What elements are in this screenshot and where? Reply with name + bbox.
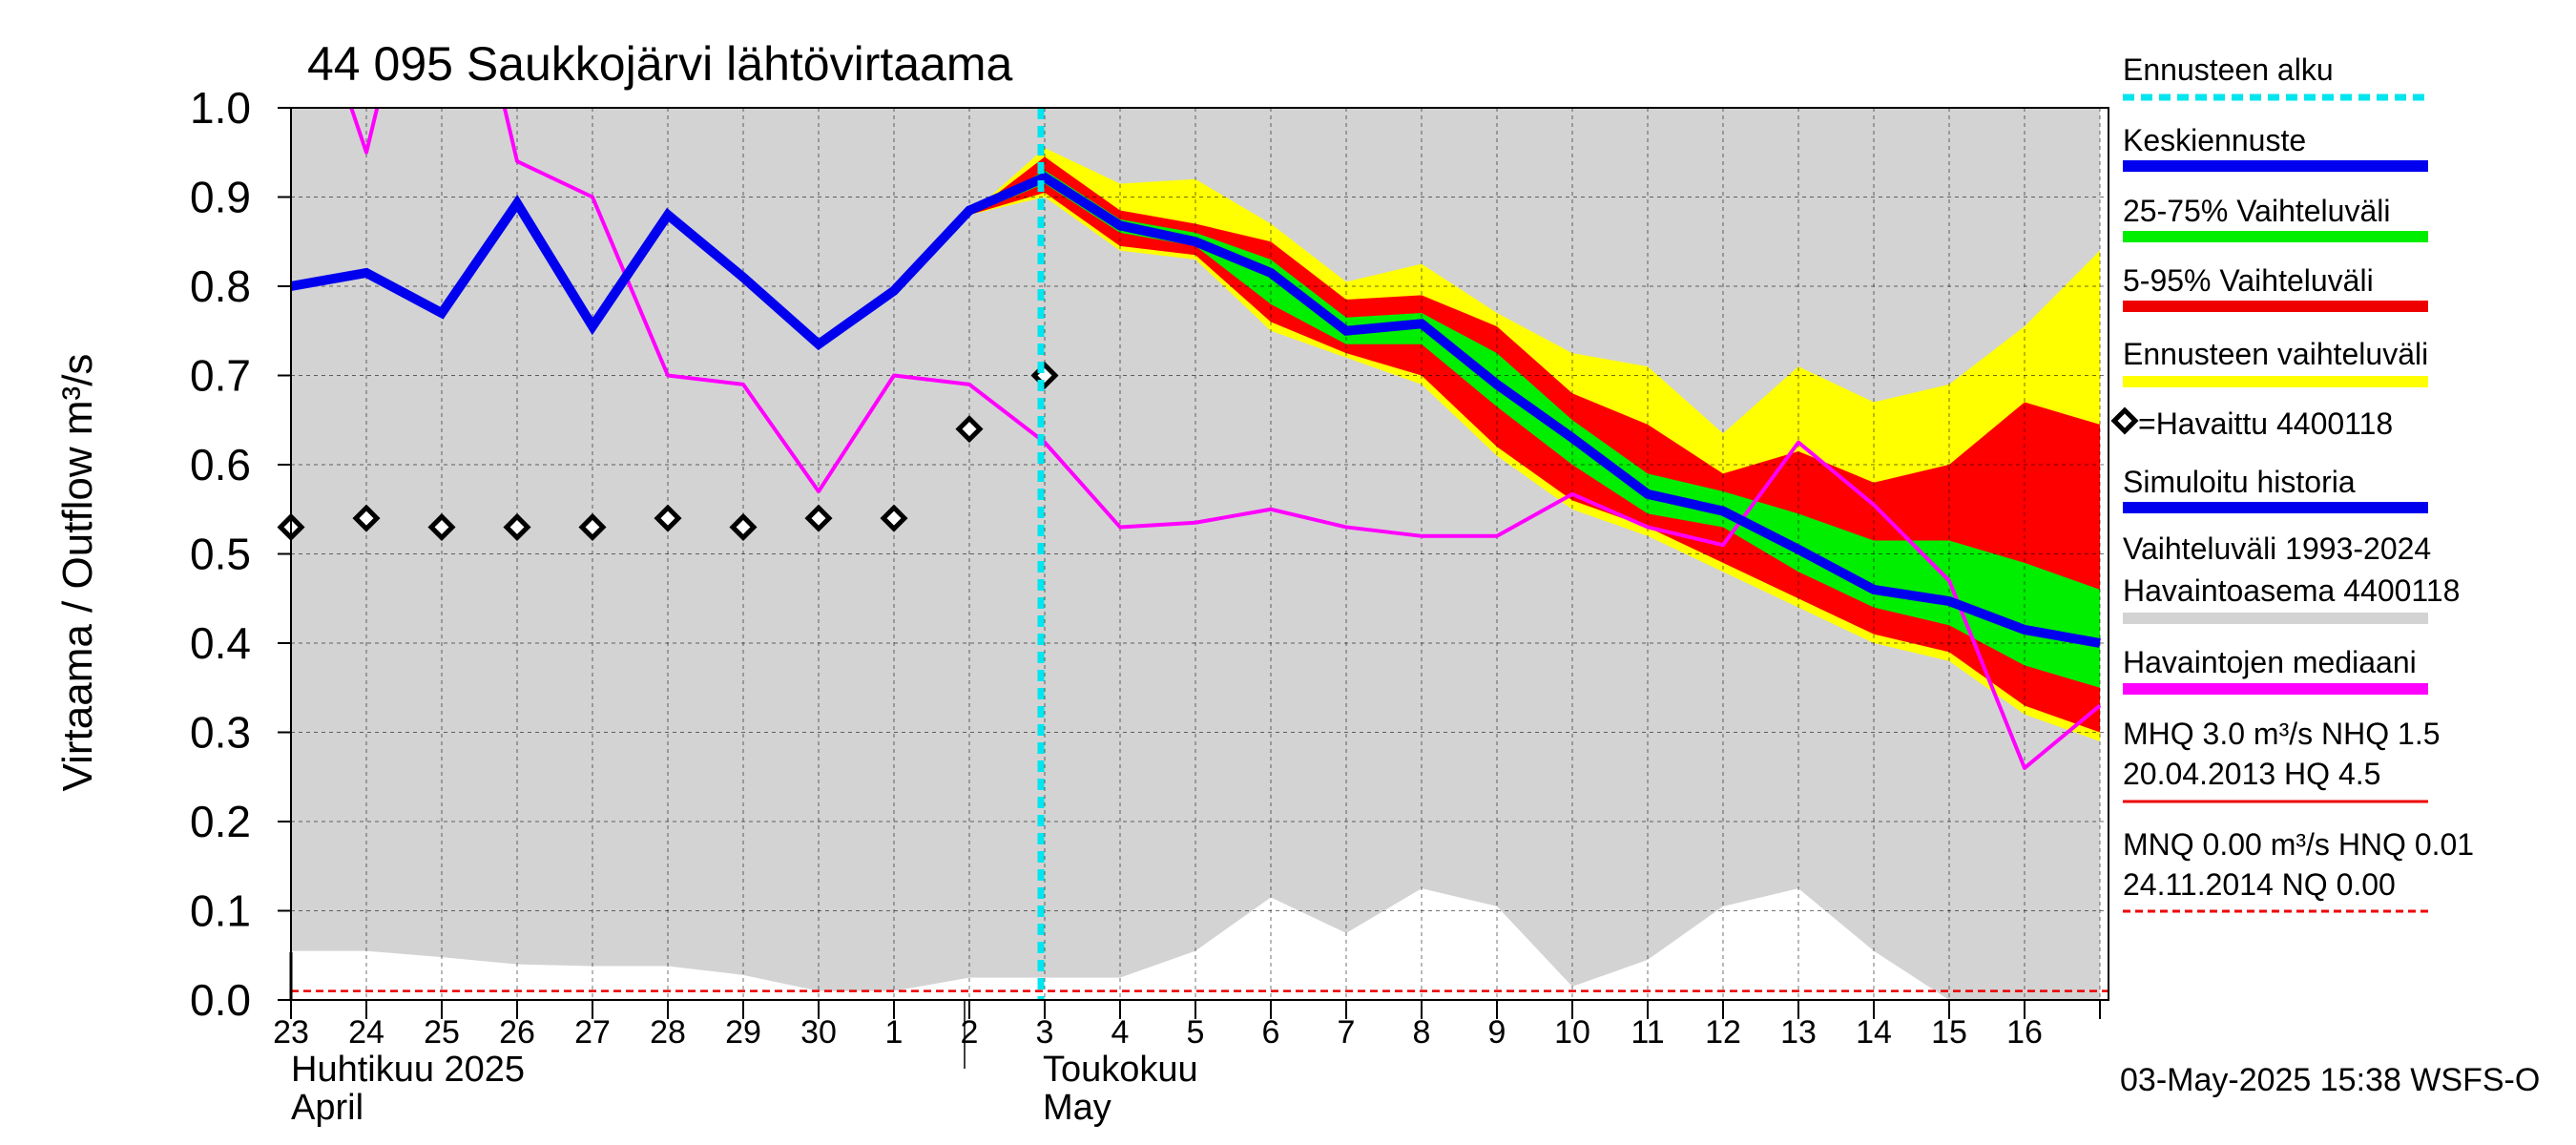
observed-point — [955, 415, 984, 444]
x-tick-label: 2 — [961, 1014, 979, 1051]
legend-label: MHQ 3.0 m³/s NHQ 1.5 — [2123, 717, 2441, 751]
mean-forecast-line — [291, 172, 2101, 648]
legend-label: Ennusteen alku — [2123, 52, 2334, 87]
legend-label: 25-75% Vaihteluväli — [2123, 194, 2390, 228]
observed-point — [729, 512, 758, 541]
x-tick-label: 4 — [1111, 1014, 1130, 1051]
legend-label-line2: Havaintoasema 4400118 — [2123, 573, 2460, 608]
x-tick-label: 1 — [885, 1014, 904, 1051]
y-tick-label: 0.3 — [190, 708, 251, 758]
y-tick-label: 0.0 — [190, 975, 251, 1025]
y-axis-label: Virtaama / Outflow m³/s — [54, 354, 101, 792]
x-tick-label: 5 — [1187, 1014, 1205, 1051]
x-tick-label: 8 — [1413, 1014, 1431, 1051]
y-tick-label: 0.5 — [190, 530, 251, 579]
y-tick-label: 0.8 — [190, 261, 251, 311]
x-tick-label: 24 — [348, 1014, 384, 1051]
y-tick-label: 1.0 — [190, 83, 251, 133]
observed-point — [427, 512, 456, 541]
x-tick-label: 13 — [1780, 1014, 1817, 1051]
x-tick-label: 28 — [650, 1014, 686, 1051]
legend-label: MNQ 0.00 m³/s HNQ 0.01 — [2123, 827, 2474, 862]
y-tick-label: 0.2 — [190, 797, 251, 846]
legend-label: Havaintojen mediaani — [2123, 645, 2417, 679]
x-tick-label: 14 — [1856, 1014, 1892, 1051]
axes: 0.00.10.20.30.40.50.60.70.80.91.023 24 25 2… — [190, 83, 2109, 1051]
chart-title: 44 095 Saukkojärvi lähtövirtaama — [307, 37, 1012, 91]
observed-point — [352, 504, 381, 532]
series-lines — [291, 108, 2102, 770]
median-line — [349, 108, 2102, 770]
x-tick-label: 15 — [1931, 1014, 1967, 1051]
footer-timestamp: 03-May-2025 15:38 WSFS-O — [2120, 1062, 2540, 1098]
month-label-fi: Huhtikuu 2025 — [291, 1050, 525, 1090]
observed-point — [804, 504, 833, 532]
x-tick-label: 23 — [273, 1014, 309, 1051]
x-tick-label: 30 — [800, 1014, 837, 1051]
month-label-en: April — [291, 1088, 364, 1128]
x-tick-label: 27 — [574, 1014, 611, 1051]
x-tick-label: 29 — [725, 1014, 761, 1051]
legend-label: Keskiennuste — [2123, 123, 2306, 157]
x-tick-label: 11 — [1631, 1014, 1664, 1051]
legend-label-line2: 20.04.2013 HQ 4.5 — [2123, 757, 2380, 791]
y-tick-label: 0.6 — [190, 440, 251, 489]
band-5-95-area — [969, 156, 2100, 733]
legend-label: 5-95% Vaihteluväli — [2123, 263, 2374, 298]
x-tick-label: 7 — [1338, 1014, 1356, 1051]
legend-label: =Havaittu 4400118 — [2138, 406, 2393, 441]
x-tick-label: 6 — [1262, 1014, 1280, 1051]
legend-label: Vaihteluväli 1993-2024 — [2123, 531, 2431, 566]
grid-lines — [290, 107, 2109, 1001]
x-tick-label: 16 — [2006, 1014, 2043, 1051]
x-tick-label: 26 — [499, 1014, 535, 1051]
observed-point — [578, 512, 607, 541]
legend-label-line2: 24.11.2014 NQ 0.00 — [2123, 867, 2396, 902]
legend-label: Simuloitu historia — [2123, 465, 2356, 499]
observed-point — [654, 504, 682, 532]
x-tick-label: 25 — [424, 1014, 460, 1051]
legend-label: Ennusteen vaihteluväli — [2123, 337, 2428, 371]
observed-point — [503, 512, 531, 541]
observed-point — [880, 504, 908, 532]
legend: Ennusteen alku Keskiennuste 25-75% Vaihtel… — [2110, 52, 2474, 913]
y-tick-label: 0.1 — [190, 886, 251, 936]
legend-marker — [2110, 406, 2139, 435]
x-tick-label: 3 — [1036, 1014, 1054, 1051]
x-tick-label: 9 — [1488, 1014, 1506, 1051]
x-tick-label: 10 — [1554, 1014, 1590, 1051]
x-tick-label: 12 — [1705, 1014, 1741, 1051]
y-tick-label: 0.9 — [190, 173, 251, 222]
month-label-fi: Toukokuu — [1043, 1050, 1198, 1090]
month-label-en: May — [1043, 1088, 1111, 1128]
y-tick-label: 0.7 — [190, 351, 251, 401]
y-tick-label: 0.4 — [190, 618, 251, 668]
